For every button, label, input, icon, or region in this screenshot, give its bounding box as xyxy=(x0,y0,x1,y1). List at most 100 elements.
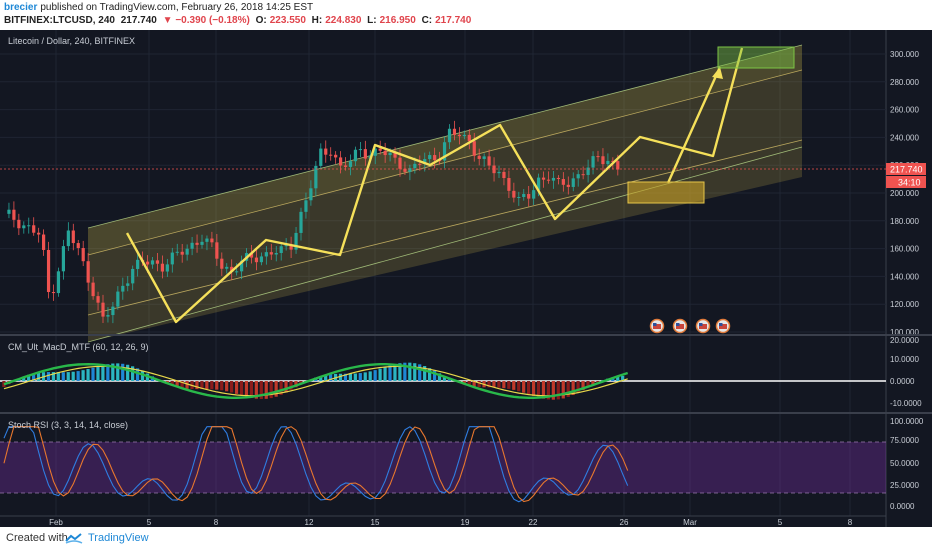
macd-histogram-bar xyxy=(546,381,550,400)
candle-body xyxy=(324,148,328,155)
time-tick-label[interactable]: 12 xyxy=(305,518,314,527)
macd-histogram-bar xyxy=(566,381,570,397)
target-zone-box xyxy=(717,46,795,69)
macd-histogram-bar xyxy=(536,381,541,398)
candle-body xyxy=(383,150,387,156)
chart-background xyxy=(0,30,932,527)
macd-histogram-bar xyxy=(329,374,333,381)
macd-histogram-bar xyxy=(467,381,471,386)
candle-body xyxy=(408,168,412,172)
economic-events[interactable] xyxy=(649,318,731,334)
candle-body xyxy=(492,165,496,174)
candle-body xyxy=(284,245,288,247)
candle-body xyxy=(596,156,600,158)
candle-body xyxy=(601,156,605,165)
candle-body xyxy=(81,248,85,262)
macd-histogram-bar xyxy=(76,371,80,381)
tradingview-link[interactable]: TradingView xyxy=(88,532,149,544)
candle-body xyxy=(433,155,437,161)
candle-body xyxy=(259,256,263,263)
macd-histogram-bar xyxy=(210,381,214,390)
macd-histogram-bar xyxy=(27,374,31,381)
candle-body xyxy=(220,258,224,269)
time-tick-label[interactable]: 8 xyxy=(848,518,853,527)
macd-histogram-bar xyxy=(576,381,580,393)
macd-histogram-bar xyxy=(477,381,481,388)
candle-body xyxy=(136,259,140,269)
candle-body xyxy=(546,179,551,181)
time-tick-label[interactable]: 8 xyxy=(214,518,219,527)
candle-body xyxy=(7,209,11,214)
candle-body xyxy=(264,252,268,257)
candle-body xyxy=(442,142,447,161)
candle-body xyxy=(96,296,100,303)
candle-body xyxy=(17,219,21,229)
macd-histogram-bar xyxy=(398,363,402,381)
candle-body xyxy=(339,157,343,166)
candle-body xyxy=(46,249,51,293)
candle-body xyxy=(61,246,65,272)
chart-canvas[interactable]: 300.000280.000260.000240.000220.000200.0… xyxy=(0,30,932,527)
candle-body xyxy=(131,268,135,284)
macd-histogram-bar xyxy=(22,376,26,381)
macd-histogram-bar xyxy=(66,372,70,381)
price-tick-label: 160.000 xyxy=(890,245,919,254)
candle-body xyxy=(452,128,457,135)
channel-line xyxy=(87,69,803,256)
grid-lines xyxy=(0,30,886,516)
macd-histogram-bar xyxy=(32,373,36,381)
time-tick-label[interactable]: Mar xyxy=(683,518,697,527)
candle-body xyxy=(66,230,70,247)
macd-histogram-bar xyxy=(91,367,95,381)
candle-body xyxy=(126,283,130,286)
candle-body xyxy=(606,160,610,165)
macd-tick-2: 10.0000 xyxy=(890,355,919,364)
macd-histogram-bar xyxy=(403,362,407,381)
published-text: published on TradingView.com, February 2… xyxy=(40,2,314,13)
macd-histogram-bar xyxy=(522,381,526,393)
time-axis[interactable]: Feb 5 8 12 15 19 22 26 Mar 5 8 xyxy=(49,518,853,527)
macd-histogram-bar xyxy=(121,363,125,381)
candle-body xyxy=(205,238,209,242)
candle-body xyxy=(616,161,620,170)
time-tick-label[interactable]: 22 xyxy=(529,518,538,527)
candle-body xyxy=(576,174,580,179)
candle-body xyxy=(423,159,427,164)
time-tick-label[interactable]: 5 xyxy=(147,518,152,527)
candle-body xyxy=(165,264,169,272)
candle-body xyxy=(195,242,199,245)
chart-header: brecier published on TradingView.com, Feb… xyxy=(0,0,932,30)
open-value: 223.550 xyxy=(269,15,306,26)
candle-body xyxy=(230,266,234,272)
macd-histogram-bar xyxy=(497,381,501,388)
candle-body xyxy=(418,163,422,165)
candle-body xyxy=(388,152,392,156)
time-tick-label[interactable]: 26 xyxy=(620,518,629,527)
candle-body xyxy=(512,190,516,198)
last-price: 217.740 xyxy=(120,15,157,26)
candle-body xyxy=(289,245,293,250)
candle-body xyxy=(145,261,150,265)
candle-body xyxy=(319,148,323,166)
price-tag xyxy=(886,163,926,175)
rsi-band-fill xyxy=(0,442,886,493)
macd-histogram-bar xyxy=(487,381,491,388)
event-flag-canton xyxy=(653,323,657,326)
candle-body xyxy=(393,152,397,158)
candle-body xyxy=(116,291,120,307)
macd-histogram-bar xyxy=(348,373,352,381)
event-flag-canton xyxy=(676,323,680,326)
macd-title: CM_Ult_MacD_MTF (60, 12, 26, 9) xyxy=(8,342,149,352)
candle-body xyxy=(42,234,46,250)
projection-arrowhead xyxy=(712,67,723,79)
time-tick-label[interactable]: 15 xyxy=(371,518,380,527)
macd-histogram-bar xyxy=(358,373,362,381)
candle-body xyxy=(210,238,214,243)
candle-body xyxy=(527,194,531,199)
author-link[interactable]: brecier xyxy=(4,2,38,13)
candle-body xyxy=(428,155,432,160)
time-tick-label[interactable]: 5 xyxy=(778,518,783,527)
time-tick-label[interactable]: Feb xyxy=(49,518,63,527)
time-tick-label[interactable]: 19 xyxy=(461,518,470,527)
macd-histogram-bar xyxy=(180,381,184,389)
